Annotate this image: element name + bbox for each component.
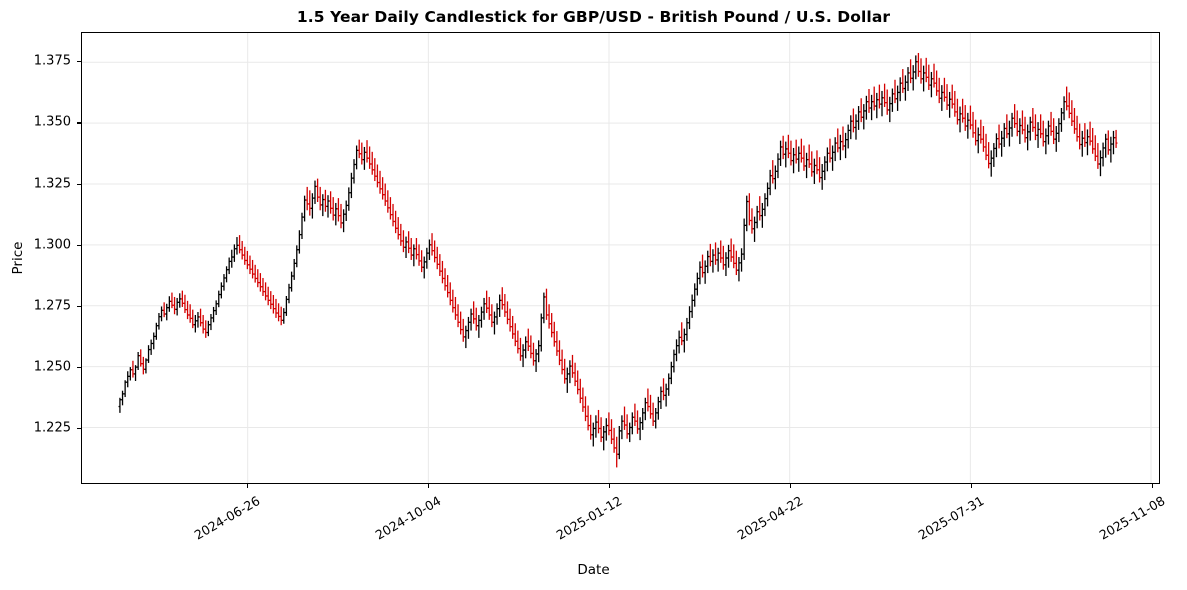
y-axis-tick-label: 1.275 <box>33 298 71 314</box>
y-axis-tick-mark <box>77 244 81 246</box>
y-axis-tick-label: 1.225 <box>33 420 71 436</box>
y-axis-tick-mark <box>77 183 81 185</box>
ohlc-candlestick-series <box>118 52 1118 468</box>
y-axis-tick-label: 1.350 <box>33 114 71 130</box>
y-axis-tick-mark <box>77 305 81 308</box>
y-axis-tick-mark <box>77 61 81 63</box>
y-axis-tick-label: 1.325 <box>33 176 71 192</box>
x-axis-tick-mark <box>971 484 973 488</box>
x-axis-tick-mark <box>790 484 792 488</box>
y-axis-tick-label: 1.375 <box>33 53 71 69</box>
x-axis-tick-mark <box>1152 484 1154 488</box>
y-axis-tick-label: 1.250 <box>33 359 71 375</box>
plot-area <box>81 32 1160 484</box>
y-axis-tick-mark <box>77 367 81 369</box>
x-axis-tick-mark <box>247 484 249 488</box>
chart-title: 1.5 Year Daily Candlestick for GBP/USD -… <box>296 8 891 26</box>
x-axis-tick-mark <box>428 484 430 488</box>
y-axis-tick-label: 1.300 <box>33 237 71 253</box>
x-axis-tick-mark <box>609 484 611 488</box>
gridlines <box>82 33 1159 483</box>
ohlc-bars <box>118 52 1118 468</box>
y-axis-tick-mark <box>77 428 81 430</box>
y-axis-tick-mark <box>77 122 81 124</box>
x-axis-label: Date <box>577 562 610 578</box>
